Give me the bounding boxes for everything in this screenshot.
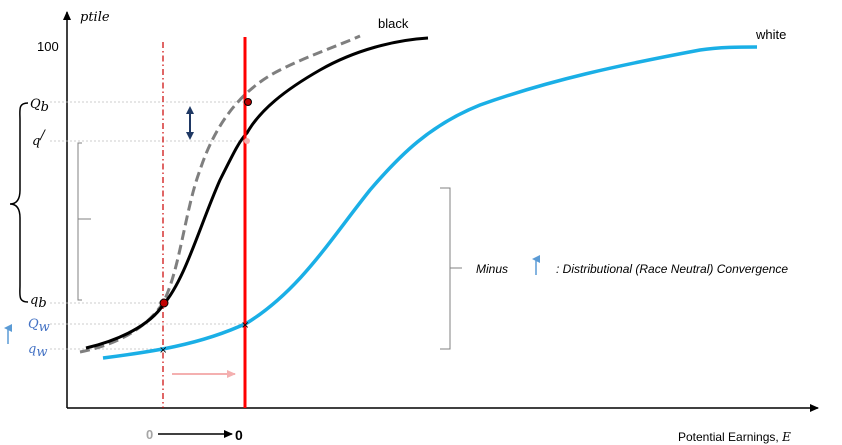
white-curve-label: white [755, 27, 786, 42]
old-zero-label: 0 [146, 427, 153, 442]
marker-Qw-cross: × [241, 320, 249, 331]
white-curve [102, 45, 758, 360]
label-qw: qw [28, 342, 47, 360]
marker-Qb-point [244, 98, 252, 106]
y-tick-100: 100 [37, 39, 59, 54]
label-qb: qb [30, 293, 47, 311]
grey-bracket-right [440, 187, 462, 350]
black-curve [85, 36, 429, 350]
label-q-prime: q/ [32, 128, 46, 149]
new-zero-label: 0 [235, 427, 243, 443]
label-Qw: Qw [28, 317, 50, 335]
label-Qb: Qb [30, 97, 49, 115]
y-axis-label: ptile [80, 10, 110, 25]
grey-bracket-left [77, 142, 91, 301]
guide-lines [50, 101, 248, 350]
black-curve-label: black [378, 16, 409, 31]
black-shifted-curve [79, 34, 361, 354]
x-axis-label: Potential Earnings, E [678, 430, 791, 444]
marker-q-prime-point [244, 138, 250, 144]
left-large-brace [9, 102, 29, 303]
minus-label: Minus [476, 262, 508, 276]
marker-qb-point [159, 298, 169, 308]
marker-qw-cross: × [159, 345, 167, 356]
convergence-label: : Distributional (Race Neutral) Converge… [556, 262, 788, 276]
